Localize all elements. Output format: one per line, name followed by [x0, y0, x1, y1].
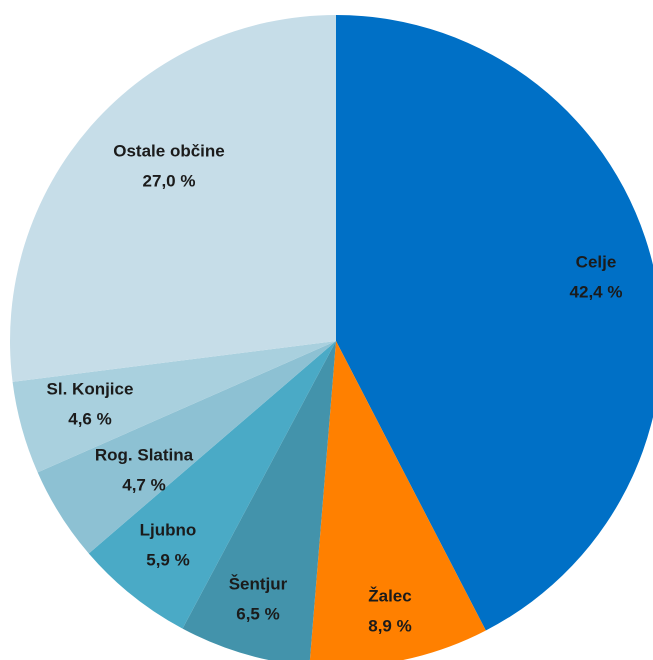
pie-slice — [336, 15, 653, 631]
pie-slice — [182, 341, 336, 660]
value-label: 5,9 % — [146, 550, 189, 569]
slice-label: Celje — [576, 252, 617, 271]
pie-slice — [37, 341, 336, 554]
value-label: 6,5 % — [236, 604, 279, 623]
value-label: 4,6 % — [68, 409, 111, 428]
pie-slice — [309, 341, 486, 660]
pie-slice — [9, 15, 336, 382]
slice-label: Ostale občine — [113, 141, 224, 160]
pie-slice — [88, 341, 336, 629]
slice-label: Sl. Konjice — [47, 379, 134, 398]
slice-label: Šentjur — [229, 574, 288, 593]
value-label: 42,4 % — [570, 282, 623, 301]
slice-label: Žalec — [368, 586, 411, 605]
slice-label: Ljubno — [140, 520, 197, 539]
pie-slice — [12, 341, 336, 473]
value-label: 8,9 % — [368, 616, 411, 635]
value-label: 27,0 % — [143, 171, 196, 190]
value-label: 4,7 % — [122, 475, 165, 494]
slice-label: Rog. Slatina — [95, 445, 194, 464]
